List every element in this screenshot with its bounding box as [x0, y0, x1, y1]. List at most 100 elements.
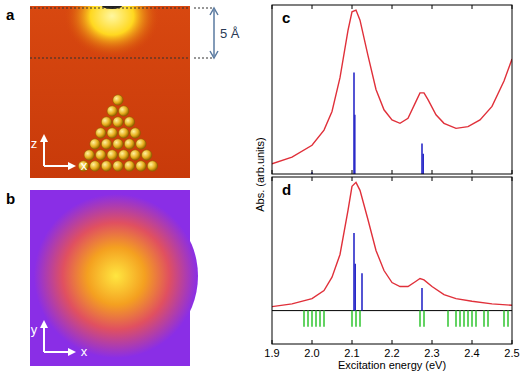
tick	[272, 340, 273, 344]
frame	[272, 5, 512, 174]
tick-label: 1.9	[264, 347, 279, 359]
axis-letter: x	[81, 344, 88, 359]
tick	[312, 340, 313, 344]
atom	[113, 95, 123, 105]
stick	[471, 311, 473, 327]
atom	[119, 128, 129, 138]
tick	[432, 177, 433, 181]
atom	[136, 161, 146, 171]
tick-label: 2.2	[384, 347, 399, 359]
tick	[272, 5, 273, 9]
atom	[142, 150, 152, 160]
atom	[101, 161, 111, 171]
atom	[101, 139, 111, 149]
tick-label: 2.5	[504, 347, 519, 359]
axes-icon: yx	[31, 320, 88, 359]
atom	[90, 161, 100, 171]
tick	[512, 177, 513, 181]
tick	[512, 340, 513, 344]
stick	[303, 311, 305, 327]
tick	[432, 340, 433, 344]
tick	[352, 177, 353, 181]
stick	[503, 311, 505, 327]
stick	[319, 311, 321, 327]
field-map	[30, 6, 190, 178]
tick-label: 2.0	[304, 347, 319, 359]
stick	[354, 264, 356, 311]
tick	[272, 177, 273, 181]
atom	[101, 117, 111, 127]
tick	[432, 170, 433, 174]
panel-letter: b	[6, 190, 15, 207]
panel-b: byx	[6, 190, 198, 366]
axis-letter: y	[31, 322, 38, 337]
stick	[422, 154, 424, 174]
arrow-head	[210, 8, 218, 15]
atom	[147, 161, 157, 171]
arrow-head	[40, 134, 48, 142]
tick	[472, 177, 473, 181]
arrow-head	[68, 348, 76, 356]
tick	[352, 170, 353, 174]
field-spot	[34, 194, 198, 358]
tick	[392, 5, 393, 9]
atom	[113, 117, 123, 127]
tick	[432, 5, 433, 9]
axis-letter: x	[81, 158, 88, 173]
arrow-head	[210, 51, 218, 58]
tick-label: 2.4	[464, 347, 479, 359]
frame	[272, 177, 512, 344]
stick	[421, 144, 423, 174]
atom	[90, 139, 100, 149]
stick	[354, 115, 356, 174]
axis-letter: z	[31, 136, 38, 151]
stick	[507, 311, 509, 327]
tick	[312, 170, 313, 174]
stick	[421, 288, 423, 311]
atom	[107, 106, 117, 116]
stick	[323, 311, 325, 327]
tick	[392, 170, 393, 174]
stick	[307, 311, 309, 327]
stick	[483, 311, 485, 327]
axes-icon: zx	[31, 134, 88, 173]
tick	[352, 5, 353, 9]
atom	[96, 128, 106, 138]
tick	[512, 5, 513, 9]
atom	[119, 106, 129, 116]
stick	[475, 311, 477, 327]
y-axis-title: Abs. (arb.units)	[254, 137, 266, 212]
dashed-line	[194, 8, 214, 9]
atom	[124, 139, 134, 149]
plot-area	[272, 10, 512, 174]
stick	[487, 311, 489, 327]
stick	[423, 311, 425, 327]
tick	[312, 5, 313, 9]
tick	[472, 340, 473, 344]
stick	[359, 311, 361, 327]
stick	[463, 311, 465, 327]
atom	[113, 161, 123, 171]
tick-label: 2.1	[344, 347, 359, 359]
axis-arrow	[43, 324, 45, 352]
atom	[136, 139, 146, 149]
stick	[361, 273, 363, 310]
scale-arrow	[213, 10, 215, 56]
atom	[107, 128, 117, 138]
atom	[124, 161, 134, 171]
spectrum-line	[272, 182, 512, 306]
panel-letter: a	[6, 6, 15, 23]
stick	[455, 311, 457, 327]
panel-letter: d	[282, 181, 291, 198]
dashed-line	[30, 58, 190, 59]
axis-arrow	[44, 165, 72, 167]
tick	[352, 340, 353, 344]
stick	[315, 311, 317, 327]
arrow-head	[68, 162, 76, 170]
gold-cluster	[78, 95, 157, 171]
atom	[130, 150, 140, 160]
stick	[419, 311, 421, 327]
scale-label: 5 Å	[220, 26, 240, 41]
tick-label: 2.3	[424, 347, 439, 359]
tip-field	[64, 6, 160, 58]
